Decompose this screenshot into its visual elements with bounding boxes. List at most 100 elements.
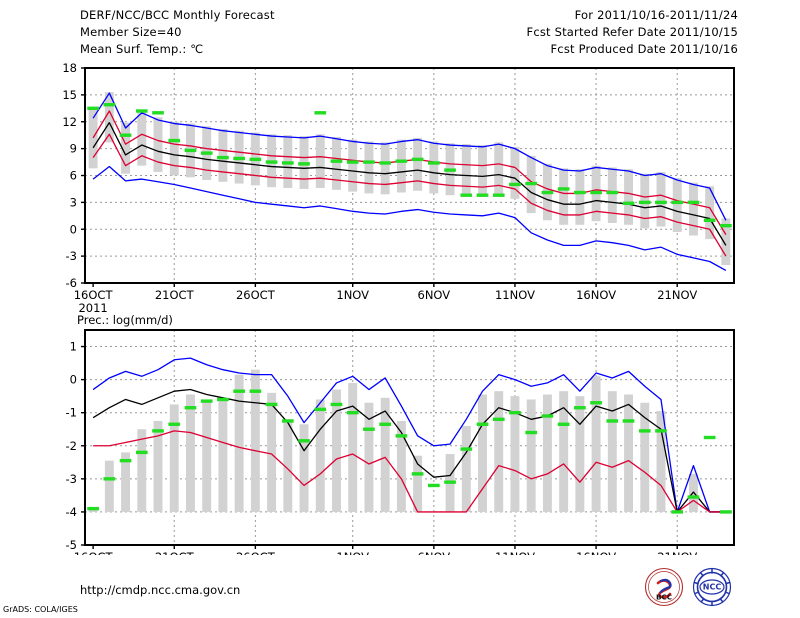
x-tick-label: 21OCT: [155, 288, 195, 302]
spread-bar: [137, 429, 147, 512]
y-tick-label: 3: [70, 195, 77, 209]
x-tick-label: 6NOV: [418, 550, 451, 555]
grads-credit: GrADS: COLA/IGES: [3, 605, 78, 614]
x-tick-label: 16OCT: [74, 288, 114, 302]
ncc-logo-text: NCC: [703, 583, 722, 592]
spread-bar: [559, 391, 569, 512]
observation-dashes: [87, 103, 732, 228]
y-tick-label: 0: [70, 373, 77, 387]
spread-bar: [364, 402, 374, 512]
spread-bar: [169, 404, 179, 512]
series-line-ensemble-max: [92, 92, 727, 221]
spread-bar: [218, 397, 228, 512]
spread-bar: [186, 394, 195, 512]
agency-logos: BCC NCC: [644, 567, 752, 607]
precipitation-chart-panel: -5 -4 -3 -2 -1 0 1 16OCT 21OCT 26OCT 1NOV 6NOV 11NOV…: [0, 300, 800, 555]
y-tick-label: 12: [62, 115, 77, 129]
x-tick-label: 16OCT: [74, 550, 114, 555]
series-line-quartile-upper: [92, 110, 727, 235]
spread-bar: [559, 168, 569, 225]
x-tick-label: 21NOV: [657, 288, 697, 302]
spread-bar: [510, 396, 520, 512]
y-tick-label: 6: [70, 169, 77, 183]
spread-bar: [250, 369, 260, 512]
spread-bar: [332, 136, 341, 190]
header-variable-label: Mean Surf. Temp.: ℃: [80, 42, 204, 56]
spread-bar: [721, 218, 731, 266]
spread-bar: [396, 420, 406, 512]
spread-bar: [396, 139, 406, 193]
spread-bar: [299, 424, 309, 512]
spread-bar: [153, 420, 163, 512]
y-tick-label: -3: [66, 472, 77, 486]
spread-bar: [461, 144, 471, 197]
header-forecast-range: For 2011/10/16-2011/11/24: [574, 8, 738, 22]
x-tick-label: 26OCT: [236, 550, 276, 555]
spread-bar: [461, 425, 471, 512]
spread-bar: [575, 396, 585, 512]
spread-bar: [591, 376, 601, 512]
spread-bar: [429, 141, 439, 194]
bcc-logo-text: BCC: [656, 593, 672, 602]
header-right-block: For 2011/10/16-2011/11/24 Fcst Started R…: [527, 7, 739, 58]
spread-bar: [413, 455, 423, 512]
plot-frame: [84, 329, 735, 546]
spread-bar: [607, 391, 617, 512]
spread-bar: [315, 399, 325, 512]
y-tick-label: -4: [66, 505, 77, 519]
spread-bar: [283, 419, 293, 512]
spread-bar: [624, 394, 633, 512]
spread-bar: [478, 145, 487, 197]
spread-bar: [218, 128, 228, 182]
spread-bar: [413, 137, 423, 191]
x-tick-label: 1NOV: [336, 550, 369, 555]
spread-bar: [705, 186, 715, 240]
spread-bar: [672, 178, 682, 232]
x-tick-label: 16NOV: [576, 288, 616, 302]
spread-bar: [153, 117, 163, 172]
spread-bar: [494, 391, 504, 512]
temperature-plot: -6 -3 0 3 6 9 12 15 18 16OCT 21OCT 26OCT 1NOV 6NOV 11N…: [62, 62, 735, 312]
series-line-ensemble-min: [93, 430, 726, 513]
chart-footer: http://cmdp.ncc.cma.gov.cn GrADS: COLA/I…: [0, 555, 800, 618]
y-tick-label: -5: [66, 538, 77, 552]
spread-bar: [380, 397, 390, 512]
spread-bar: [348, 139, 358, 192]
spread-bar: [656, 171, 666, 227]
series-line-ensemble-max: [92, 357, 726, 513]
spread-bar: [137, 111, 147, 166]
spread-bar: [348, 382, 358, 512]
header-produced-date: Fcst Produced Date 2011/10/16: [550, 42, 738, 56]
spread-bar: [688, 182, 698, 236]
x-tick-label: 11NOV: [495, 550, 535, 555]
spread-bar: [624, 169, 633, 225]
spread-bar: [121, 122, 131, 174]
y-tick-label: 1: [70, 340, 77, 354]
y-tick-label: -1: [66, 406, 77, 420]
spread-bar: [234, 374, 244, 512]
source-url[interactable]: http://cmdp.ncc.cma.gov.cn: [80, 583, 241, 597]
plot-background: [85, 330, 734, 545]
spread-bar: [121, 452, 131, 512]
y-tick-label: 9: [70, 142, 77, 156]
spread-bar: [607, 167, 617, 223]
x-tick-label: 1NOV: [336, 288, 369, 302]
x-tick-label: 11NOV: [495, 288, 535, 302]
header-member-size: Member Size=40: [80, 25, 182, 39]
series-line-ensemble-min: [92, 165, 727, 272]
spread-bar: [542, 394, 552, 512]
header-started-refer-date: Fcst Started Refer Date 2011/10/15: [526, 25, 738, 39]
spread-bar: [575, 169, 585, 225]
x-tick-label: 21OCT: [155, 550, 195, 555]
y-tick-label: 15: [62, 88, 77, 102]
y-tick-label: 18: [62, 62, 77, 75]
y-tick-label: 0: [70, 222, 77, 236]
spread-bar: [332, 389, 341, 512]
spread-bar: [267, 392, 277, 512]
spread-bar: [656, 411, 666, 512]
spread-bar: [478, 394, 487, 512]
spread-bar: [364, 141, 374, 194]
x-tick-label: 26OCT: [236, 288, 276, 302]
y-tick-label: -3: [66, 249, 77, 263]
chart-header: DERF/NCC/BCC Monthly Forecast Member Siz…: [0, 0, 800, 62]
